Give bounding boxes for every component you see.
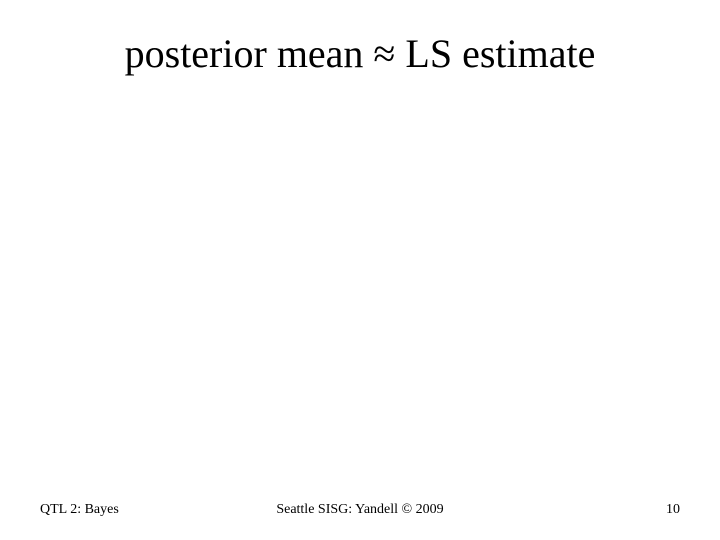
slide: posterior mean ≈ LS estimate QTL 2: Baye…	[0, 0, 720, 540]
footer-center: Seattle SISG: Yandell © 2009	[0, 502, 720, 518]
slide-footer: QTL 2: Bayes Seattle SISG: Yandell © 200…	[0, 498, 720, 518]
slide-title: posterior mean ≈ LS estimate	[0, 30, 720, 77]
footer-page-number: 10	[666, 502, 680, 518]
